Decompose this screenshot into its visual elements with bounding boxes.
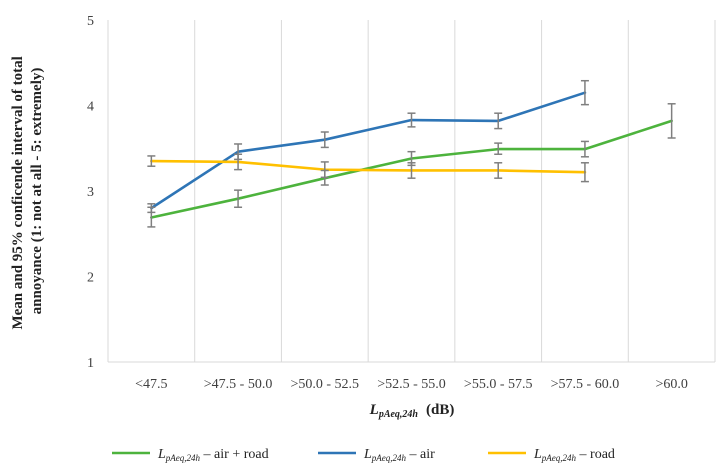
x-tick-label: >55.0 - 57.5 xyxy=(464,377,533,392)
error-bars xyxy=(147,79,676,228)
x-tick-label: <47.5 xyxy=(135,377,167,392)
error-bar xyxy=(580,162,589,183)
error-bar xyxy=(320,131,329,149)
x-tick-label: >52.5 - 55.0 xyxy=(377,377,446,392)
x-tick-labels: <47.5 >47.5 - 50.0 >50.0 - 52.5 >52.5 - 55.… xyxy=(135,377,688,392)
x-tick-label: >60.0 xyxy=(655,377,687,392)
error-bar xyxy=(147,203,156,214)
y-tick-label: 4 xyxy=(87,100,94,115)
y-axis-title: Mean and 95% conficende interval of tota… xyxy=(10,52,45,329)
legend: LpAeq,24h – air + road LpAeq,24h – air LpA… xyxy=(112,447,615,463)
legend-label: LpAeq,24h – air + road xyxy=(157,447,269,463)
error-bar xyxy=(147,155,156,167)
x-tick-label: >47.5 - 50.0 xyxy=(204,377,273,392)
y-axis-title-line2: annoyance (1: not at all - 5: extremely) xyxy=(29,68,45,315)
error-bar xyxy=(234,153,243,171)
x-axis-title-unit: (dB) xyxy=(426,402,454,418)
y-tick-label: 1 xyxy=(87,356,94,371)
y-tick-label: 3 xyxy=(87,185,94,200)
error-bar xyxy=(494,162,503,179)
x-tick-label: >57.5 - 60.0 xyxy=(551,377,620,392)
x-tick-label: >50.0 - 52.5 xyxy=(291,377,360,392)
series-line-3 xyxy=(150,159,587,174)
grid-lines xyxy=(107,20,716,363)
x-axis-title-sub: pAeq,24h xyxy=(378,409,419,420)
legend-label: LpAeq,24h – air xyxy=(363,447,435,463)
error-bar xyxy=(407,162,416,179)
error-bar xyxy=(234,189,243,208)
y-tick-labels: 1 2 3 4 5 xyxy=(87,14,94,371)
error-bar xyxy=(494,142,503,155)
x-axis-title: LpAeq,24h (dB) xyxy=(369,402,455,420)
y-axis-title-line1: Mean and 95% conficende interval of tota… xyxy=(10,56,26,329)
y-tick-label: 2 xyxy=(87,271,94,286)
error-bar xyxy=(494,112,503,130)
error-bar xyxy=(580,79,589,106)
error-bar xyxy=(320,161,329,179)
error-bar xyxy=(580,140,589,158)
y-tick-label: 5 xyxy=(87,14,94,29)
x-axis-title-main: L xyxy=(369,402,379,418)
error-bar xyxy=(407,112,416,128)
legend-label: LpAeq,24h – road xyxy=(533,447,615,463)
error-bar xyxy=(667,103,676,139)
